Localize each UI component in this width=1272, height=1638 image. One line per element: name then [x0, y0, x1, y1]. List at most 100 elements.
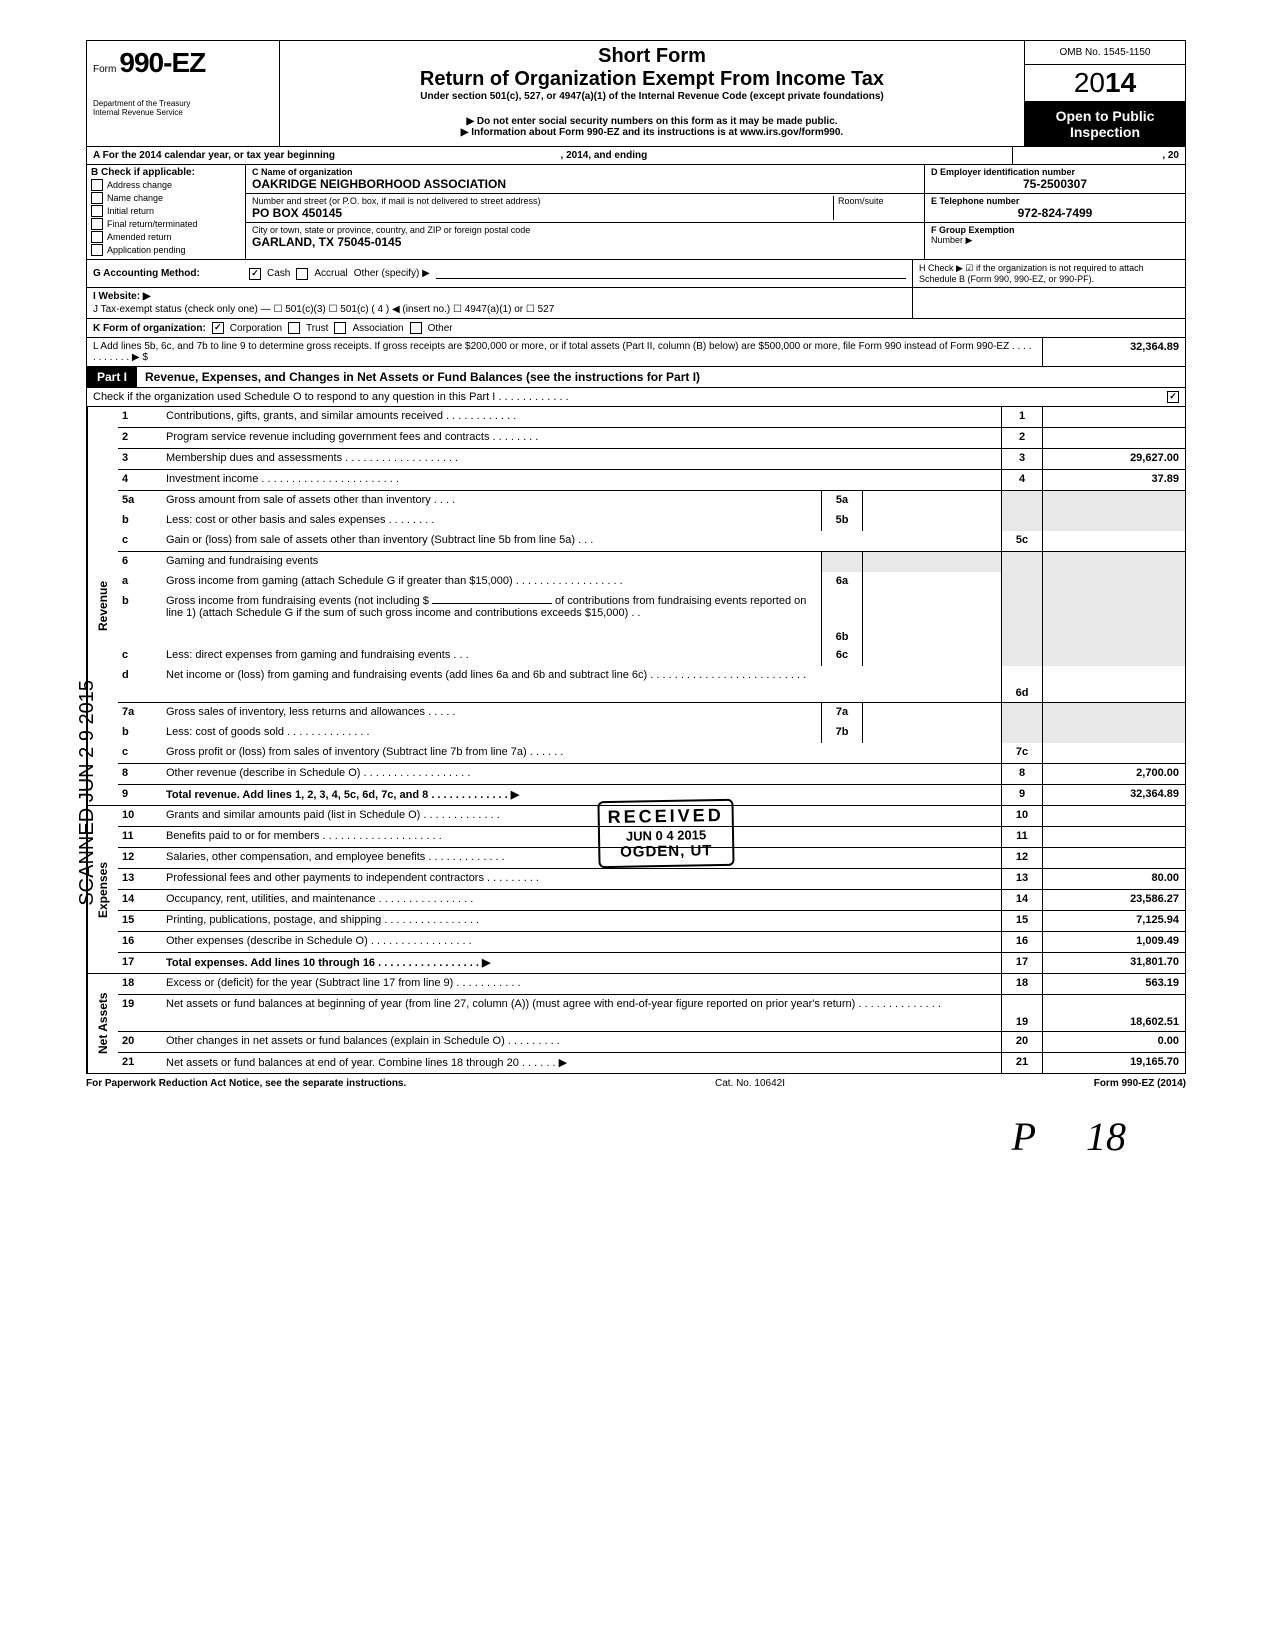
row-10: 10Grants and similar amounts paid (list …: [118, 806, 1185, 827]
c-name-label: C Name of organization: [252, 167, 353, 177]
netassets-body: 18Excess or (deficit) for the year (Subt…: [118, 974, 1185, 1073]
form-prefix: Form: [93, 64, 116, 75]
f-label2: Number ▶: [931, 235, 1179, 246]
part1-header: Part I Revenue, Expenses, and Changes in…: [86, 367, 1186, 388]
row-5b: bLess: cost or other basis and sales exp…: [118, 511, 1185, 531]
row-7a: 7aGross sales of inventory, less returns…: [118, 703, 1185, 723]
row-20: 20Other changes in net assets or fund ba…: [118, 1032, 1185, 1053]
checkbox-schedule-o[interactable]: ✓: [1167, 391, 1179, 403]
checkbox-icon[interactable]: [91, 244, 103, 256]
row-11: 11Benefits paid to or for members . . . …: [118, 827, 1185, 848]
row-16: 16Other expenses (describe in Schedule O…: [118, 932, 1185, 953]
b-item-1: Name change: [91, 192, 241, 204]
checkbox-icon[interactable]: [91, 231, 103, 243]
open2: Inspection: [1027, 124, 1183, 140]
row-7c: cGross profit or (loss) from sales of in…: [118, 743, 1185, 764]
g-label: G Accounting Method:: [93, 268, 243, 279]
side-expenses: Expenses: [87, 806, 118, 973]
warn2: ▶ Information about Form 990-EZ and its …: [288, 127, 1016, 138]
checkbox-accrual[interactable]: [296, 268, 308, 280]
warn1: ▶ Do not enter social security numbers o…: [288, 116, 1016, 127]
bf-block: B Check if applicable: Address change Na…: [86, 165, 1186, 260]
b-item-3: Final return/terminated: [91, 218, 241, 230]
expenses-body: RECEIVED JUN 0 4 2015 OGDEN, UT 10Grants…: [118, 806, 1185, 973]
row-4: 4Investment income . . . . . . . . . . .…: [118, 470, 1185, 491]
checkbox-icon[interactable]: [91, 179, 103, 191]
row-18: 18Excess or (deficit) for the year (Subt…: [118, 974, 1185, 995]
tax-year: 2014: [1025, 65, 1185, 102]
header-left: Form 990-EZ Department of the Treasury I…: [87, 41, 280, 146]
row-l: L Add lines 5b, 6c, and 7b to line 9 to …: [86, 338, 1186, 367]
row-17: 17Total expenses. Add lines 10 through 1…: [118, 953, 1185, 973]
checkbox-icon[interactable]: [91, 205, 103, 217]
row-15: 15Printing, publications, postage, and s…: [118, 911, 1185, 932]
row-3: 3Membership dues and assessments . . . .…: [118, 449, 1185, 470]
side-netassets: Net Assets: [87, 974, 118, 1073]
row-14: 14Occupancy, rent, utilities, and mainte…: [118, 890, 1185, 911]
omb: OMB No. 1545-1150: [1025, 41, 1185, 65]
row-12: 12Salaries, other compensation, and empl…: [118, 848, 1185, 869]
part1-sub: Check if the organization used Schedule …: [86, 388, 1186, 407]
subtitle: Under section 501(c), 527, or 4947(a)(1)…: [288, 91, 1016, 102]
c-room-label: Room/suite: [838, 196, 918, 206]
b-item-4: Amended return: [91, 231, 241, 243]
form-number: 990-EZ: [119, 47, 205, 78]
l-val: 32,364.89: [1042, 338, 1185, 366]
section-a-left: A For the 2014 calendar year, or tax yea…: [87, 147, 1012, 164]
b-item-5: Application pending: [91, 244, 241, 256]
checkbox-icon[interactable]: [91, 192, 103, 204]
revenue-body: 1Contributions, gifts, grants, and simil…: [118, 407, 1185, 805]
footer-right: Form 990-EZ (2014): [1094, 1078, 1186, 1089]
k-label: K Form of organization:: [93, 323, 206, 334]
row-13: 13Professional fees and other payments t…: [118, 869, 1185, 890]
c-addr-label: Number and street (or P.O. box, if mail …: [252, 196, 833, 206]
row-2: 2Program service revenue including gover…: [118, 428, 1185, 449]
header-right: OMB No. 1545-1150 2014 Open to Public In…: [1024, 41, 1185, 146]
checkbox-icon[interactable]: [91, 218, 103, 230]
row-ij: I Website: ▶ J Tax-exempt status (check …: [86, 288, 1186, 319]
c-org: OAKRIDGE NEIGHBORHOOD ASSOCIATION: [252, 177, 506, 191]
row-7b: bLess: cost of goods sold . . . . . . . …: [118, 723, 1185, 743]
part1-label: Part I: [87, 367, 137, 387]
b-item-2: Initial return: [91, 205, 241, 217]
dept1: Department of the Treasury: [93, 99, 273, 108]
checkbox-corp[interactable]: ✓: [212, 322, 224, 334]
row-6d: dNet income or (loss) from gaming and fu…: [118, 666, 1185, 703]
c-addr: PO BOX 450145: [252, 206, 833, 220]
row-1: 1Contributions, gifts, grants, and simil…: [118, 407, 1185, 428]
b-head: B Check if applicable:: [91, 167, 241, 178]
checkbox-assoc[interactable]: [334, 322, 346, 334]
c-city: GARLAND, TX 75045-0145: [252, 235, 401, 249]
checkbox-cash[interactable]: ✓: [249, 268, 261, 280]
row-19: 19Net assets or fund balances at beginni…: [118, 995, 1185, 1032]
checkbox-trust[interactable]: [288, 322, 300, 334]
signature-area: P 18: [86, 1093, 1186, 1180]
revenue-section: Revenue 1Contributions, gifts, grants, a…: [86, 407, 1186, 806]
b-item-0: Address change: [91, 179, 241, 191]
netassets-section: Net Assets 18Excess or (deficit) for the…: [86, 974, 1186, 1074]
row-gh: G Accounting Method: ✓Cash Accrual Other…: [86, 260, 1186, 288]
row-21: 21Net assets or fund balances at end of …: [118, 1053, 1185, 1073]
title-short: Short Form: [288, 45, 1016, 68]
d-label: D Employer identification number: [931, 167, 1179, 177]
row-6a: aGross income from gaming (attach Schedu…: [118, 572, 1185, 592]
checkbox-other[interactable]: [410, 322, 422, 334]
e-label: E Telephone number: [931, 196, 1179, 206]
row-5a: 5aGross amount from sale of assets other…: [118, 491, 1185, 511]
part1-title: Revenue, Expenses, and Changes in Net As…: [137, 367, 1185, 387]
row-8: 8Other revenue (describe in Schedule O) …: [118, 764, 1185, 785]
form-990ez: SCANNED JUN 2 9 2015 Form 990-EZ Departm…: [86, 40, 1186, 1180]
e-val: 972-824-7499: [931, 206, 1179, 220]
row-9: 9Total revenue. Add lines 1, 2, 3, 4, 5c…: [118, 785, 1185, 805]
row-6c: cLess: direct expenses from gaming and f…: [118, 646, 1185, 666]
c-city-label: City or town, state or province, country…: [252, 225, 530, 235]
section-a-right: , 20: [1012, 147, 1185, 164]
row-6: 6Gaming and fundraising events: [118, 552, 1185, 572]
header-mid: Short Form Return of Organization Exempt…: [280, 41, 1024, 146]
section-a: A For the 2014 calendar year, or tax yea…: [86, 147, 1186, 165]
expenses-section: Expenses RECEIVED JUN 0 4 2015 OGDEN, UT…: [86, 806, 1186, 974]
section-c: C Name of organization OAKRIDGE NEIGHBOR…: [246, 165, 924, 259]
d-val: 75-2500307: [931, 177, 1179, 191]
row-k: K Form of organization: ✓Corporation Tru…: [86, 319, 1186, 338]
row-5c: cGain or (loss) from sale of assets othe…: [118, 531, 1185, 552]
